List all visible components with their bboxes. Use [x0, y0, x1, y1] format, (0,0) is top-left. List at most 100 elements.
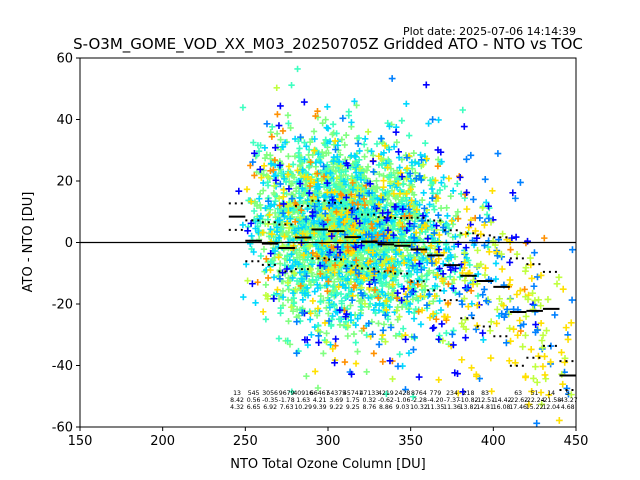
- scatter-point: [296, 254, 303, 261]
- scatter-point: [276, 180, 284, 188]
- scatter-point: [352, 257, 360, 264]
- scatter-point: [444, 255, 451, 263]
- scatter-point: [489, 187, 496, 194]
- scatter-point: [406, 300, 414, 308]
- scatter-point: [396, 351, 403, 358]
- scatter-point: [541, 371, 549, 379]
- scatter-point: [357, 188, 364, 195]
- scatter-point: [503, 339, 510, 347]
- scatter-point: [461, 259, 469, 266]
- scatter-point: [443, 316, 450, 324]
- scatter-point: [341, 187, 348, 195]
- scatter-point: [458, 300, 466, 308]
- scatter-point: [326, 238, 333, 245]
- scatter-point: [318, 219, 326, 227]
- bin-mean-label: -1.78: [279, 397, 295, 404]
- scatter-point: [425, 290, 433, 298]
- scatter-point: [527, 345, 535, 353]
- bin-mean-label: -10.82: [459, 397, 479, 404]
- scatter-point: [405, 205, 413, 213]
- scatter-point: [419, 254, 427, 262]
- scatter-point: [292, 185, 300, 192]
- scatter-point: [335, 315, 343, 323]
- scatter-point: [483, 211, 491, 218]
- scatter-point: [503, 305, 511, 313]
- scatter-point: [286, 257, 294, 264]
- scatter-point: [377, 192, 385, 200]
- scatter-point: [320, 173, 328, 180]
- scatter-point: [403, 190, 410, 197]
- scatter-point: [400, 259, 408, 267]
- scatter-point: [433, 316, 440, 323]
- scatter-point: [291, 135, 299, 143]
- scatter-point: [410, 346, 417, 353]
- scatter-point: [270, 295, 278, 303]
- scatter-point: [361, 153, 368, 160]
- chart-title: S-O3M_GOME_VOD_XX_M03_20250705Z Gridded …: [73, 35, 583, 54]
- scatter-point: [474, 292, 482, 300]
- scatter-point: [326, 304, 334, 311]
- scatter-point: [350, 330, 358, 338]
- scatter-point: [487, 318, 495, 326]
- scatter-point: [375, 294, 382, 302]
- scatter-point: [474, 246, 481, 254]
- scatter-point: [394, 258, 402, 265]
- bin-count-label: 8764: [411, 390, 427, 397]
- scatter-point: [468, 364, 475, 371]
- scatter-point: [284, 279, 292, 287]
- scatter-point: [260, 162, 268, 169]
- scatter-point: [407, 279, 414, 286]
- scatter-point: [553, 280, 561, 288]
- scatter-point: [434, 211, 442, 219]
- scatter-point: [379, 196, 387, 203]
- scatter-point: [380, 232, 388, 240]
- bin-std-label: 11.36: [443, 404, 461, 411]
- scatter-point: [417, 151, 424, 159]
- scatter-point: [369, 249, 377, 256]
- scatter-point: [448, 217, 456, 225]
- scatter-point: [324, 103, 331, 110]
- scatter-point: [347, 278, 354, 286]
- scatter-point: [304, 173, 311, 181]
- scatter-point: [289, 289, 297, 297]
- scatter-point: [335, 275, 342, 283]
- scatter-point: [239, 104, 247, 111]
- scatter-point: [336, 221, 344, 228]
- scatter-point: [361, 135, 369, 143]
- scatter-point: [534, 273, 541, 281]
- scatter-point: [297, 133, 304, 141]
- scatter-point: [358, 254, 366, 262]
- scatter-point: [375, 307, 383, 314]
- bin-mean-label: -2.28: [411, 397, 427, 404]
- bin-std-label: 10.29: [294, 404, 312, 411]
- scatter-point: [327, 341, 334, 348]
- scatter-point: [384, 164, 391, 171]
- scatter-point: [364, 147, 371, 154]
- scatter-point: [461, 284, 469, 292]
- scatter-point: [329, 283, 337, 290]
- scatter-point: [394, 193, 401, 201]
- scatter-point: [500, 302, 507, 309]
- scatter-point: [290, 300, 298, 307]
- scatter-point: [389, 375, 396, 383]
- scatter-point: [288, 195, 296, 203]
- scatter-point: [517, 179, 524, 186]
- scatter-point: [429, 116, 437, 123]
- scatter-point: [292, 218, 299, 225]
- scatter-point: [371, 279, 379, 287]
- scatter-point: [299, 230, 306, 237]
- scatter-point: [378, 280, 385, 287]
- scatter-point: [532, 328, 539, 336]
- bin-std-label: 15.22: [526, 404, 544, 411]
- scatter-point: [567, 319, 575, 327]
- bin-std-label: 14.81: [476, 404, 494, 411]
- scatter-point: [528, 388, 536, 395]
- scatter-point: [459, 388, 467, 396]
- scatter-point: [302, 169, 310, 177]
- scatter-point: [568, 296, 576, 304]
- scatter-point: [496, 295, 503, 303]
- scatter-point: [483, 297, 490, 305]
- scatter-point: [409, 393, 417, 400]
- scatter-point: [363, 331, 370, 339]
- scatter-point: [380, 184, 387, 191]
